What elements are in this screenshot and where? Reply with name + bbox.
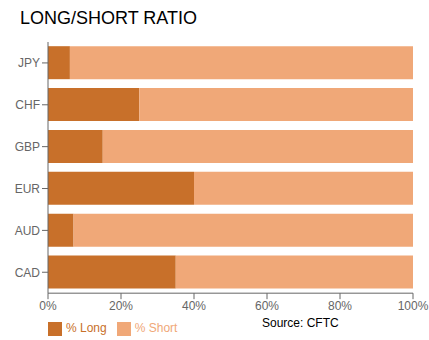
svg-text:GBP: GBP [15,140,40,154]
svg-text:80%: 80% [328,299,352,313]
svg-text:100%: 100% [398,299,421,313]
svg-text:0%: 0% [39,299,57,313]
html-text:% Long: % Long [66,321,107,336]
svg-text:CAD: CAD [15,266,41,280]
svg-text:JPY: JPY [18,56,40,70]
html-text:% Short: % Short [134,321,178,336]
svg-text:AUD: AUD [15,224,41,238]
html-text:Source: CFTC: Source: CFTC [262,316,339,330]
html-text:LONG/SHORT RATIO: LONG/SHORT RATIO [20,8,197,28]
svg-text:40%: 40% [182,299,206,313]
svg-text:60%: 60% [255,299,279,313]
svg-text:CHF: CHF [15,98,40,112]
svg-text:20%: 20% [109,299,133,313]
svg-text:EUR: EUR [15,182,41,196]
